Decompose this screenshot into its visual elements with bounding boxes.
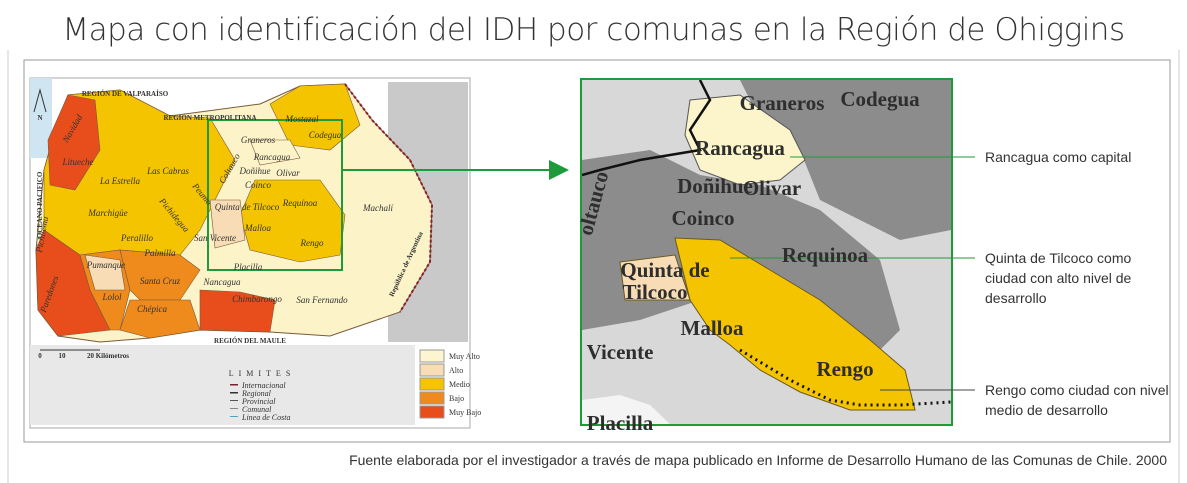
commune-label: Palmilla <box>144 248 176 258</box>
region-label: REGIÓN DEL MAULE <box>214 337 286 345</box>
commune-label: Peralillo <box>120 233 153 243</box>
legend-swatch <box>420 378 444 390</box>
zoom-commune-label: Quinta de <box>620 258 709 282</box>
annotation: Quinta de Tilcoco como ciudad con alto n… <box>985 248 1170 308</box>
commune-label: Chépica <box>137 304 167 314</box>
zoom-commune-label: Placilla <box>587 411 654 435</box>
scale-label: 20 Kilómetros <box>87 352 129 360</box>
commune-label: Nancagua <box>203 277 241 287</box>
commune-label: Quinta de Tilcoco <box>215 202 280 212</box>
zoom-commune-label: Malloa <box>681 316 744 340</box>
annotation: Rengo como ciudad con nivel medio de des… <box>985 380 1170 420</box>
legend-label: Medio <box>449 380 470 389</box>
zoom-commune-label: Olivar <box>743 176 801 200</box>
commune-label: Requínoa <box>282 198 318 208</box>
region-label: REGIÓN DE VALPARAÍSO <box>82 90 169 98</box>
legend-label: Muy Alto <box>449 352 480 361</box>
legend-swatch <box>420 364 444 376</box>
page: {"title": "Mapa con identificación del I… <box>0 0 1187 483</box>
legend-label: Bajo <box>449 394 464 403</box>
commune-label: Olivar <box>276 168 300 178</box>
limits-title: LIMITES <box>229 369 296 378</box>
commune-label: Santa Cruz <box>140 276 181 286</box>
legend-swatch <box>420 406 444 418</box>
legend-swatch <box>420 392 444 404</box>
zoom-commune-label: Rengo <box>816 357 873 381</box>
zoom-commune-label: Graneros <box>740 91 825 115</box>
commune-label: Rengo <box>300 238 324 248</box>
region-label: REGIÓN METROPOLITANA <box>163 114 256 122</box>
scale-label: 10 <box>59 352 67 360</box>
commune-label: Chimbarongo <box>232 294 282 304</box>
limits-label: Linea de Costa <box>241 413 290 422</box>
commune-label: Las Cabras <box>146 166 189 176</box>
legend-label: Muy Bajo <box>449 408 481 417</box>
commune-label: La Estrella <box>99 176 140 186</box>
legend-label: Alto <box>449 366 463 375</box>
commune-label: Codegua <box>309 130 342 140</box>
source: Fuente elaborada por el investigador a t… <box>349 452 1167 468</box>
commune-label: Doñihue <box>239 166 271 176</box>
commune-label: Lolol <box>101 292 122 302</box>
zoom-commune-label: Requinoa <box>782 243 869 267</box>
zoom-commune-label: Doñihue <box>677 174 753 198</box>
commune-label: Marchigüe <box>87 208 127 218</box>
annotation: Rancagua como capital <box>985 147 1170 167</box>
zoom-commune-label: Codegua <box>840 87 920 111</box>
zoom-commune-label: Tilcoco <box>623 280 688 304</box>
commune-label: San Vicente <box>194 233 236 243</box>
zoom-commune-label: Coinco <box>672 206 735 230</box>
commune-label: San Fernando <box>296 295 348 305</box>
zoom-commune-label: Vicente <box>587 340 654 364</box>
north-label: N <box>37 114 42 122</box>
zoom-commune-label: Rancagua <box>695 136 785 160</box>
scale-label: 0 <box>38 352 42 360</box>
commune-label: Graneros <box>241 135 276 145</box>
commune-label: Placilla <box>233 262 263 272</box>
commune-label: Rancagua <box>253 152 291 162</box>
legend-swatch <box>420 350 444 362</box>
commune-label: Machalí <box>362 203 394 213</box>
commune-label: Litueche <box>62 157 94 167</box>
commune-label: Malloa <box>244 223 271 233</box>
commune-label: Mostazal <box>284 114 319 124</box>
commune-label: Coinco <box>245 180 271 190</box>
zoom-map <box>582 80 951 424</box>
commune-label: Pumanque <box>86 260 126 270</box>
